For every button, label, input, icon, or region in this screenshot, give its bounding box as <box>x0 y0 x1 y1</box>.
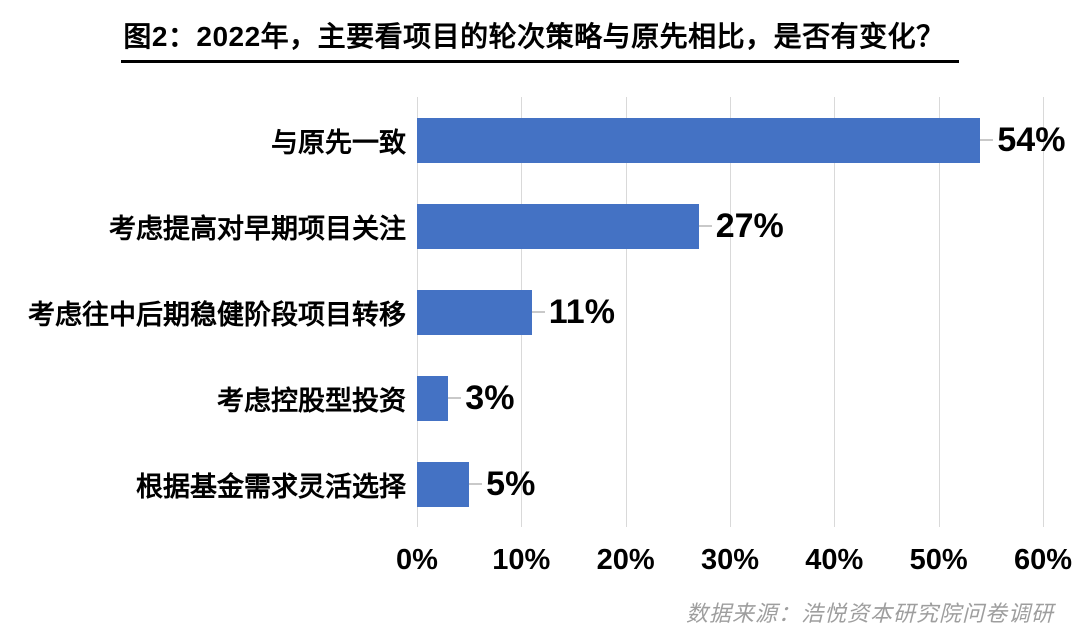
chart-title: 图2：2022年，主要看项目的轮次策略与原先相比，是否有变化？ <box>121 20 959 63</box>
source-note: 数据来源：浩悦资本研究院问卷调研 <box>685 601 1054 626</box>
category-axis: 与原先一致 考虑提高对早期项目关注 考虑往中后期稳健阶段项目转移 考虑控股型投资… <box>0 97 406 527</box>
x-tick: 20% <box>596 544 655 576</box>
value-label: 54% <box>997 121 1066 159</box>
plot-area: 54% 27% 11% 3% 5% <box>417 97 1065 527</box>
bar-row: 11% <box>417 269 1043 355</box>
x-tick: 60% <box>1013 544 1073 576</box>
value-label: 3% <box>465 379 515 417</box>
leader-line <box>448 397 462 399</box>
bar-row: 3% <box>417 355 1043 441</box>
leader-line <box>980 139 994 141</box>
bar <box>417 203 699 249</box>
value-label: 27% <box>715 207 784 245</box>
category-label: 根据基金需求灵活选择 <box>136 471 406 502</box>
bar <box>417 117 981 163</box>
x-tick: 40% <box>805 544 864 576</box>
gridline <box>938 97 940 527</box>
gridline <box>834 97 836 527</box>
chart-title-wrap: 图2：2022年，主要看项目的轮次策略与原先相比，是否有变化？ <box>0 20 1080 63</box>
bar-row: 27% <box>417 183 1043 269</box>
category-label: 考虑往中后期稳健阶段项目转移 <box>28 299 406 330</box>
value-label: 5% <box>486 465 536 503</box>
x-tick: 30% <box>700 544 760 576</box>
category-label: 与原先一致 <box>271 127 406 158</box>
bar-row: 54% <box>417 97 1065 183</box>
gridline <box>625 97 627 527</box>
x-axis: 0% 10% 20% 30% 40% 50% 60% <box>396 541 1072 579</box>
bar <box>417 461 470 507</box>
category-label: 考虑提高对早期项目关注 <box>109 213 406 244</box>
value-label: 11% <box>548 293 615 331</box>
bar <box>417 289 532 335</box>
leader-line <box>698 225 712 227</box>
bar-row: 5% <box>417 441 1043 527</box>
x-tick: 50% <box>909 544 968 576</box>
gridline <box>1043 97 1044 527</box>
leader-line <box>531 311 545 313</box>
bar <box>417 375 449 421</box>
x-tick: 0% <box>396 544 438 576</box>
leader-line <box>469 483 483 485</box>
gridline <box>730 97 731 527</box>
category-label: 考虑控股型投资 <box>217 385 406 416</box>
x-tick: 10% <box>492 544 551 576</box>
